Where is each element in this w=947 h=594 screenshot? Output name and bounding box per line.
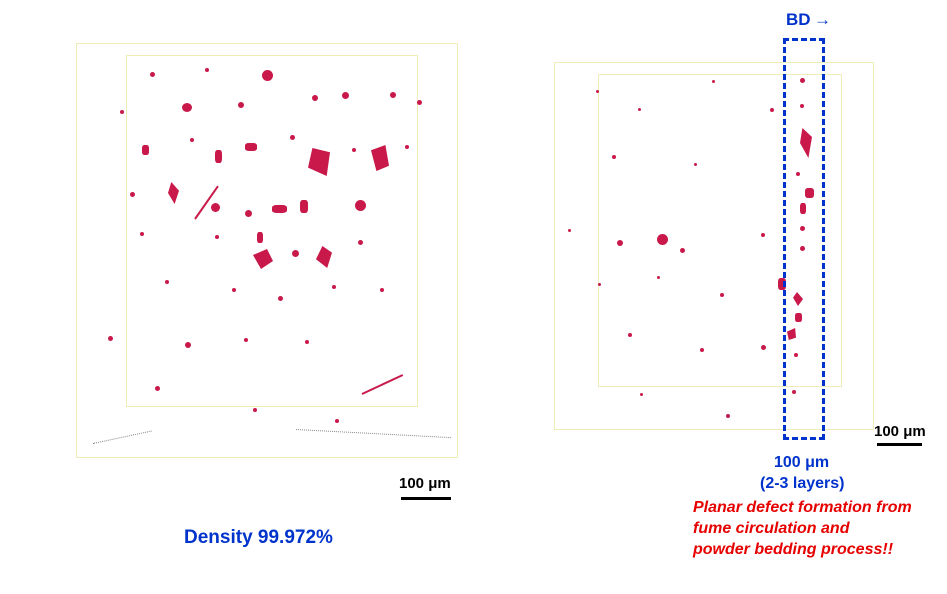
- defect-marker: [694, 163, 697, 166]
- defect-marker: [352, 148, 356, 152]
- bd-label: BD: [786, 10, 811, 30]
- defect-marker: [211, 203, 220, 212]
- defect-marker: [417, 100, 422, 105]
- defect-marker: [358, 240, 363, 245]
- right-scale-bar: [877, 443, 922, 446]
- defect-marker: [657, 234, 668, 245]
- defect-marker: [380, 288, 384, 292]
- bd-arrow-icon: →: [814, 10, 831, 30]
- defect-marker: [628, 333, 632, 337]
- defect-marker: [120, 110, 124, 114]
- defect-marker: [215, 235, 219, 239]
- defect-marker: [657, 276, 660, 279]
- defect-marker: [568, 229, 571, 232]
- left-scale-label: 100 μm: [399, 475, 451, 492]
- defect-marker: [142, 145, 149, 155]
- defect-marker: [245, 210, 252, 217]
- density-label: Density 99.972%: [184, 527, 333, 549]
- defect-marker: [390, 92, 396, 98]
- left-panel-inner: [126, 55, 418, 407]
- defect-marker: [638, 108, 641, 111]
- defect-marker: [215, 150, 222, 163]
- defect-marker: [720, 293, 724, 297]
- defect-marker: [312, 95, 318, 101]
- defect-marker: [761, 233, 765, 237]
- defect-marker: [700, 348, 704, 352]
- defect-marker: [617, 240, 623, 246]
- defect-marker: [596, 90, 599, 93]
- defect-marker: [332, 285, 336, 289]
- defect-marker: [300, 200, 308, 213]
- defect-marker: [761, 345, 766, 350]
- defect-marker: [278, 296, 283, 301]
- defect-marker: [140, 232, 144, 236]
- defect-marker: [405, 145, 409, 149]
- defect-marker: [272, 205, 287, 213]
- right-scale-label: 100 μm: [874, 423, 926, 440]
- defect-marker: [612, 155, 616, 159]
- defect-marker: [165, 280, 169, 284]
- defect-marker: [640, 393, 643, 396]
- defect-marker: [150, 72, 155, 77]
- defect-marker: [245, 143, 257, 151]
- defect-marker: [305, 340, 309, 344]
- defect-marker: [598, 283, 601, 286]
- layer-count-label: (2-3 layers): [760, 475, 845, 493]
- defect-marker: [155, 386, 160, 391]
- defect-marker: [335, 419, 339, 423]
- defect-marker: [244, 338, 248, 342]
- defect-band-box: [783, 38, 825, 440]
- defect-marker: [726, 414, 730, 418]
- defect-marker: [292, 250, 299, 257]
- defect-marker: [680, 248, 685, 253]
- defect-marker: [712, 80, 715, 83]
- defect-marker: [238, 102, 244, 108]
- defect-marker: [290, 135, 295, 140]
- defect-marker: [108, 336, 113, 341]
- defect-marker: [182, 103, 192, 112]
- defect-marker: [253, 408, 257, 412]
- defect-marker: [205, 68, 209, 72]
- defect-marker: [355, 200, 366, 211]
- layer-width-label: 100 μm: [774, 454, 829, 472]
- defect-marker: [342, 92, 349, 99]
- defect-marker: [232, 288, 236, 292]
- defect-marker: [262, 70, 273, 81]
- defect-marker: [190, 138, 194, 142]
- defect-marker: [257, 232, 263, 243]
- defect-marker: [130, 192, 135, 197]
- planar-defect-label: Planar defect formation fromfume circula…: [693, 498, 912, 560]
- left-scale-bar: [401, 497, 451, 500]
- defect-marker: [185, 342, 191, 348]
- defect-marker: [770, 108, 774, 112]
